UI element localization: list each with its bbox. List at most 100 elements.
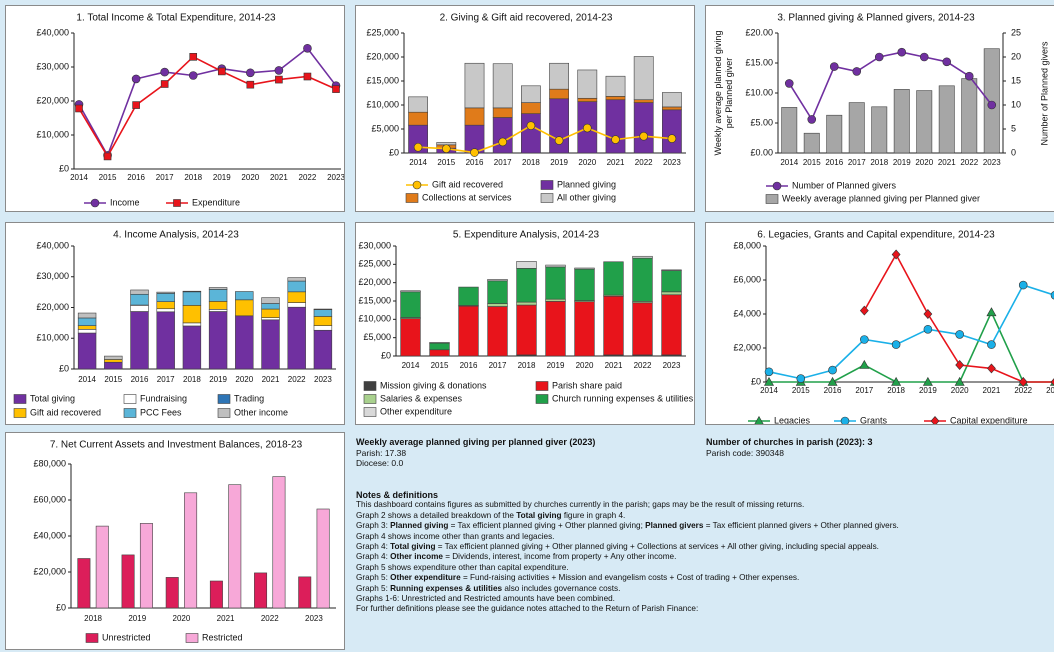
note-text: This dashboard contains figures as submi… — [356, 500, 805, 510]
x-tick-label: 2017 — [157, 375, 175, 384]
chart: 6. Legacies, Grants and Capital expendit… — [733, 230, 1054, 425]
bar — [182, 290, 202, 293]
x-tick-label: 2023 — [663, 158, 681, 167]
x-tick-label: 2015 — [104, 375, 122, 384]
legend-label: Expenditure — [192, 197, 240, 207]
chart-title: 3. Planned giving & Planned givers, 2014… — [777, 13, 975, 24]
point — [860, 335, 869, 344]
point — [667, 134, 677, 143]
note-text: Graph 5: — [356, 573, 391, 583]
x-tick-label: 2018 — [184, 173, 202, 182]
y2-tick-label: 20 — [1011, 51, 1021, 61]
point — [784, 79, 794, 88]
point — [1050, 291, 1054, 300]
legend-swatch — [123, 394, 137, 404]
bar — [235, 315, 254, 370]
point — [188, 71, 198, 80]
bar — [156, 291, 175, 294]
bar — [77, 332, 97, 370]
x-tick-label: 2017 — [489, 361, 507, 370]
bar — [605, 96, 626, 101]
note-line: Graph 3: Planned giving = Tax efficient … — [356, 521, 1051, 531]
bar — [261, 303, 280, 310]
note-line: Graph 2 shows a detailed breakdown of th… — [356, 511, 1051, 521]
bar — [632, 302, 653, 356]
y-tick-label: £10.00 — [745, 87, 773, 97]
legend-label: Capital expenditure — [950, 415, 1028, 425]
bar — [208, 309, 228, 312]
x-tick-label: 2023 — [305, 614, 323, 623]
info-block: Number of churches in parish (2023): 3 Pa… — [706, 437, 873, 458]
x-tick-label: 2020 — [235, 375, 253, 384]
y-tick-label: £30,000 — [36, 271, 69, 281]
x-tick-label: 2019 — [209, 375, 227, 384]
x-tick-label: 2019 — [893, 158, 911, 167]
x-tick-label: 2018 — [870, 158, 888, 167]
y-tick-label: £25,000 — [366, 27, 399, 37]
bar — [156, 308, 175, 313]
legend-swatch — [123, 408, 137, 418]
note-term: Planned givers — [645, 521, 704, 531]
legend-label: Church running expenses & utilities — [552, 393, 694, 403]
point — [103, 152, 112, 161]
x-tick-label: 2016 — [825, 158, 843, 167]
legend-swatch — [185, 633, 199, 643]
bar — [458, 305, 479, 357]
x-tick-label: 2016 — [127, 173, 145, 182]
y2-tick-label: 10 — [1011, 99, 1021, 109]
y-tick-label: £0 — [56, 602, 66, 612]
legend-label: Restricted — [202, 632, 243, 642]
point — [923, 309, 933, 319]
legend-label: Salaries & expenses — [380, 393, 463, 403]
x-tick-label: 2014 — [409, 158, 427, 167]
bar — [464, 62, 485, 109]
point — [246, 68, 255, 78]
line — [768, 284, 1054, 380]
bar — [208, 289, 228, 302]
bar — [429, 349, 450, 357]
bar — [121, 554, 135, 609]
chart-panel: 3. Planned giving & Planned givers, 2014… — [705, 5, 1054, 212]
legend-label: Planned giving — [557, 179, 616, 189]
bar — [574, 301, 595, 357]
bar — [916, 90, 933, 154]
x-tick-label: 2014 — [70, 173, 88, 182]
point — [498, 137, 507, 147]
note-text: Graphs 1-6: Unrestricted and Restricted … — [356, 594, 615, 604]
point — [919, 52, 929, 62]
legend-swatch — [765, 194, 779, 204]
bar — [871, 106, 888, 154]
bar — [492, 63, 513, 109]
point — [807, 115, 817, 124]
bar — [182, 325, 202, 370]
point — [442, 144, 451, 153]
note-term: Other expenditure — [390, 573, 461, 583]
point — [852, 67, 862, 76]
bar — [130, 293, 149, 306]
note-line: This dashboard contains figures as submi… — [356, 500, 1051, 510]
legend-swatch — [363, 394, 377, 404]
y-tick-label: £20,000 — [36, 95, 69, 105]
chart-panel: 7. Net Current Assets and Investment Bal… — [5, 432, 345, 650]
legend-swatch — [405, 193, 419, 203]
legend-swatch — [13, 408, 27, 418]
point — [303, 72, 312, 81]
legend-swatch — [540, 180, 554, 190]
x-tick-label: 2020 — [578, 158, 596, 167]
point — [827, 376, 838, 386]
bar — [661, 270, 682, 293]
bar — [400, 318, 421, 357]
legend-label: Mission giving & donations — [380, 380, 487, 390]
bar — [400, 291, 421, 318]
bar — [156, 293, 175, 302]
x-tick-label: 2020 — [951, 386, 969, 395]
x-tick-label: 2021 — [605, 361, 623, 370]
line — [78, 55, 337, 159]
y-tick-label: £10,000 — [358, 314, 391, 324]
bar — [104, 361, 123, 370]
bar — [156, 311, 175, 370]
bar — [487, 279, 508, 282]
bar — [235, 299, 254, 317]
x-tick-label: 2021 — [983, 386, 1001, 395]
note-text: = Fund-raising activities + Mission and … — [460, 573, 800, 583]
